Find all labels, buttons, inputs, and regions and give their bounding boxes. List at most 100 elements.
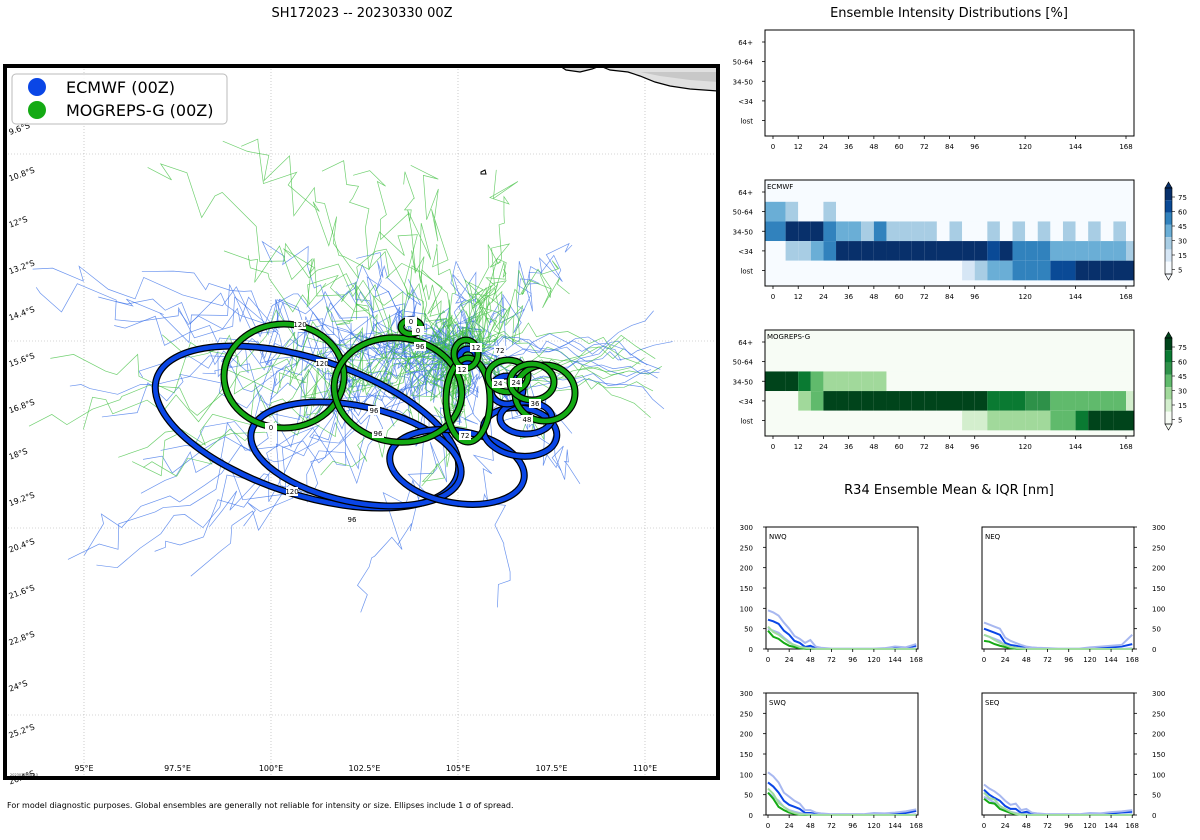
heatmap-cell xyxy=(823,371,837,392)
heatmap-cell xyxy=(848,371,862,392)
ensemble-track xyxy=(50,320,469,395)
x-tick-label: 0 xyxy=(982,822,986,830)
heatmap-cell xyxy=(886,332,900,352)
heatmap-cell xyxy=(1100,182,1114,202)
heatmap-cell xyxy=(785,332,799,352)
heatmap-cell xyxy=(974,221,988,242)
heatmap-cell xyxy=(999,221,1013,242)
colorbar-segment xyxy=(1165,212,1172,225)
heatmap-cell xyxy=(810,371,824,392)
heatmap-cell xyxy=(1037,260,1051,281)
ellipse-hour-label: 96 xyxy=(370,407,379,415)
ensemble-track xyxy=(320,351,469,476)
heatmap-cell xyxy=(999,241,1013,261)
colorbar-segment xyxy=(1165,188,1172,201)
x-tick-label: 84 xyxy=(945,293,954,301)
heatmap-cell xyxy=(1113,371,1126,392)
heatmap-cell xyxy=(765,260,786,281)
quadrant-label: SEQ xyxy=(985,699,1000,707)
ellipse-label-bg xyxy=(412,326,424,335)
heatmap-cell xyxy=(1100,332,1114,352)
heatmap-cell xyxy=(1100,260,1114,281)
heatmap-cell xyxy=(1088,221,1101,242)
ellipse-hour-label: 0 xyxy=(416,327,420,335)
heatmap-cell xyxy=(987,260,1000,281)
y-tick-label: lost xyxy=(740,268,753,276)
ensemble-track xyxy=(222,140,469,353)
heatmap-cell xyxy=(987,391,1000,411)
x-tick-label: 12 xyxy=(794,443,803,451)
y-tick-label: 50 xyxy=(744,626,753,634)
heatmap-cell xyxy=(899,182,912,202)
y-tick-label: 0 xyxy=(749,812,753,820)
y-tick-label: 34-50 xyxy=(733,78,753,86)
ensemble-track-east xyxy=(467,336,622,362)
heatmap-cell xyxy=(785,391,799,411)
legend-ecmwf-label: ECMWF (00Z) xyxy=(66,78,175,97)
heatmap-cell xyxy=(873,241,887,261)
heatmap-cell xyxy=(899,351,912,372)
x-tick-label: 24 xyxy=(785,822,794,830)
map-timestamp: 2023033008:13 xyxy=(10,773,38,777)
footnote: For model diagnostic purposes. Global en… xyxy=(7,801,514,810)
heatmap-cell xyxy=(836,332,849,352)
heatmap-cell xyxy=(962,182,975,202)
heatmap-cell xyxy=(987,332,1000,352)
heatmap-cell xyxy=(1088,260,1101,281)
heatmap-cell xyxy=(886,241,900,261)
y-tick-label: 64+ xyxy=(738,339,753,347)
lon-label: 107.5°E xyxy=(536,764,568,773)
heatmap-cell xyxy=(765,241,786,261)
heatmap-cell xyxy=(949,201,963,222)
heatmap-cell xyxy=(785,371,799,392)
heatmap-cell xyxy=(1062,410,1076,431)
x-tick-label: 24 xyxy=(1001,656,1010,664)
longitude-labels: 95°E 97.5°E 100°E 102.5°E 105°E 107.5°E 110°E xyxy=(74,764,657,773)
heatmap-cell xyxy=(1050,351,1063,372)
heatmap-cell xyxy=(765,391,786,411)
heatmap-cell xyxy=(1075,221,1089,242)
ensemble-track xyxy=(458,169,519,353)
ellipse-label-bg xyxy=(265,423,277,432)
y-tick-label: 50-64 xyxy=(733,59,754,67)
heatmap-cell xyxy=(1062,241,1076,261)
legend-mogreps-label: MOGREPS-G (00Z) xyxy=(66,101,213,120)
map-background xyxy=(5,66,718,778)
heatmap-cell xyxy=(1126,241,1134,261)
heatmap-cell xyxy=(823,332,837,352)
heatmap-cell xyxy=(1012,241,1026,261)
x-tick-label: 72 xyxy=(1043,822,1052,830)
map-legend: ECMWF (00Z) MOGREPS-G (00Z) xyxy=(11,73,228,125)
colorbar-bottom-arrow xyxy=(1164,273,1173,281)
x-tick-label: 168 xyxy=(1126,656,1139,664)
y-tick-label: 100 xyxy=(1152,771,1165,779)
map-gridlines xyxy=(5,66,718,778)
heatmap-cell xyxy=(1088,391,1101,411)
ellipse-hour-label: 120 xyxy=(285,488,298,496)
lon-label: 105°E xyxy=(446,764,470,773)
x-tick-label: 144 xyxy=(1104,656,1118,664)
ellipse-label-bg xyxy=(521,415,533,424)
y-tick-label: 50-64 xyxy=(733,359,754,367)
colorbar-segment xyxy=(1165,237,1172,250)
x-tick-label: 0 xyxy=(982,656,986,664)
heatmap-cell xyxy=(936,260,950,281)
x-tick-label: 96 xyxy=(1064,656,1073,664)
ellipse-label-bg xyxy=(456,365,468,374)
x-tick-label: 96 xyxy=(970,293,979,301)
heatmap-cell xyxy=(924,260,937,281)
heatmap-cell xyxy=(886,201,900,222)
heatmap-cell xyxy=(886,391,900,411)
heatmap-cell xyxy=(1075,201,1089,222)
heatmap-cell xyxy=(1050,221,1063,242)
heatmap-cell xyxy=(848,221,862,242)
series-line xyxy=(767,625,917,650)
heatmap-cell xyxy=(798,260,811,281)
ellipse-label-bg xyxy=(510,378,522,387)
spread-ellipse xyxy=(248,399,464,509)
x-tick-label: 84 xyxy=(945,443,954,451)
x-tick-label: 36 xyxy=(844,443,853,451)
ensemble-track xyxy=(96,350,469,569)
heatmap-cell xyxy=(1012,391,1026,411)
